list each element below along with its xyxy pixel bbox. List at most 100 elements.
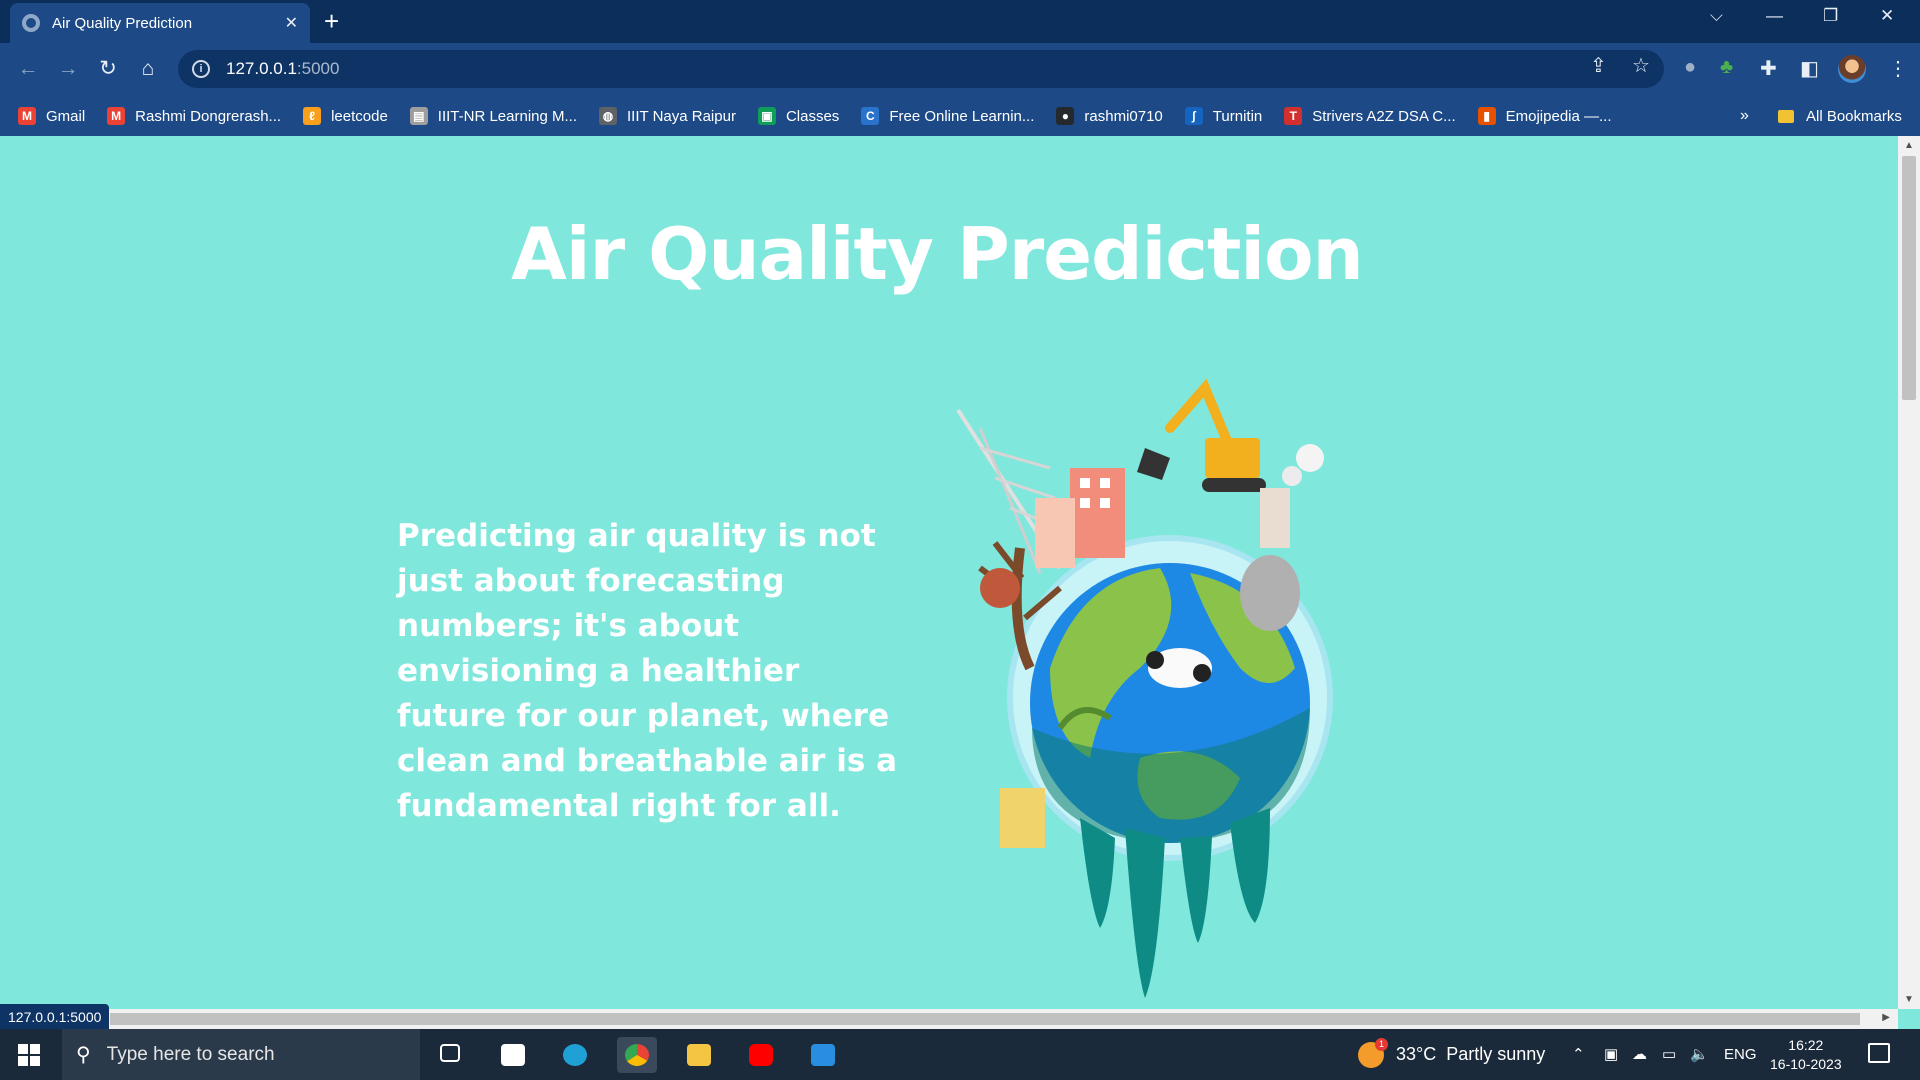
bookmark-label: Classes bbox=[785, 107, 840, 125]
page-content: Air Quality Prediction Predicting air qu… bbox=[0, 136, 1898, 1009]
bookmark-label: Rashmi Dongrerash... bbox=[135, 107, 282, 125]
forward-arrow-icon[interactable]: → bbox=[57, 57, 79, 80]
youtube-icon[interactable] bbox=[741, 1037, 781, 1073]
tagline-text: Predicting air quality is not just about… bbox=[397, 518, 898, 824]
search-placeholder: Type here to search bbox=[106, 1043, 275, 1065]
horizontal-scrollbar[interactable]: ▶ bbox=[0, 1009, 1898, 1029]
bookmark-label: leetcode bbox=[331, 107, 388, 125]
bookmark-item[interactable]: T Strivers A2Z DSA C... bbox=[1284, 107, 1456, 125]
language-indicator[interactable]: ENG bbox=[1724, 1046, 1757, 1063]
url-host: 127.0.0.1 bbox=[226, 59, 297, 78]
bookmark-item[interactable]: ▣ Classes bbox=[757, 107, 840, 125]
windows-taskbar: ⚲ Type here to search 33°C Partly sunny … bbox=[0, 1029, 1920, 1080]
folder-icon bbox=[1778, 109, 1794, 123]
bookmark-item[interactable]: ▤ IIIT-NR Learning M... bbox=[409, 107, 578, 125]
scroll-right-icon[interactable]: ▶ bbox=[1882, 1012, 1890, 1023]
bookmark-item[interactable]: ▮ Emojipedia —... bbox=[1477, 107, 1612, 125]
vscode-icon[interactable] bbox=[803, 1037, 843, 1073]
bookmark-item[interactable]: ʃ Turnitin bbox=[1184, 107, 1263, 125]
url-port: :5000 bbox=[296, 59, 340, 78]
weather-temp: 33°C bbox=[1396, 1044, 1437, 1064]
orangutan-icon bbox=[980, 568, 1020, 608]
classroom-icon: ▣ bbox=[757, 107, 776, 125]
meet-now-icon[interactable]: ▣ bbox=[1604, 1046, 1619, 1063]
tab-air-quality[interactable]: Air Quality Prediction ✕ bbox=[10, 3, 310, 43]
vertical-scroll-thumb[interactable] bbox=[1902, 156, 1916, 400]
tab-search-icon[interactable]: ⌵ bbox=[1710, 6, 1723, 25]
chrome-browser-icon[interactable] bbox=[617, 1037, 657, 1073]
onedrive-icon[interactable]: ☁ bbox=[1632, 1046, 1647, 1063]
menu-kebab-icon[interactable]: ⋮ bbox=[1888, 58, 1908, 80]
all-bookmarks-label: All Bookmarks bbox=[1806, 107, 1902, 125]
home-icon[interactable]: ⌂ bbox=[141, 57, 155, 80]
leetcode-icon: ℓ bbox=[303, 107, 322, 125]
site-info-icon[interactable]: i bbox=[192, 60, 210, 78]
tab-title: Air Quality Prediction bbox=[52, 14, 193, 32]
horizontal-scroll-thumb[interactable] bbox=[110, 1013, 1860, 1025]
edge-browser-icon[interactable] bbox=[555, 1037, 595, 1073]
bookmark-star-icon[interactable]: ☆ bbox=[1632, 55, 1650, 77]
bookmark-label: IIIT-NR Learning M... bbox=[437, 107, 578, 125]
scroll-up-icon[interactable]: ▲ bbox=[1904, 140, 1914, 151]
status-url: 127.0.0.1:5000 bbox=[0, 1004, 110, 1030]
microsoft-store-icon[interactable] bbox=[493, 1037, 533, 1073]
elephant-icon bbox=[1240, 555, 1300, 631]
back-arrow-icon[interactable]: ← bbox=[17, 57, 39, 80]
coursera-icon: C bbox=[861, 107, 880, 125]
bookmark-item[interactable]: ● rashmi0710 bbox=[1056, 107, 1163, 125]
weather-text: Partly sunny bbox=[1446, 1044, 1546, 1064]
share-icon[interactable]: ⇪ bbox=[1590, 55, 1607, 77]
address-bar[interactable]: i 127.0.0.1:5000 bbox=[178, 50, 1664, 88]
browser-toolbar: ← → ↻ ⌂ i 127.0.0.1:5000 ⇪ ☆ ● ♣ ✚ ◧ ⋮ bbox=[0, 43, 1920, 96]
file-explorer-icon[interactable] bbox=[679, 1037, 719, 1073]
side-panel-icon[interactable]: ◧ bbox=[1800, 58, 1819, 80]
reload-icon[interactable]: ↻ bbox=[99, 57, 117, 80]
bookmark-item[interactable]: M Gmail bbox=[18, 107, 85, 125]
search-icon: ⚲ bbox=[76, 1044, 91, 1066]
notifications-icon[interactable] bbox=[1868, 1043, 1890, 1063]
bookmark-label: Gmail bbox=[46, 107, 86, 125]
tuf-icon: T bbox=[1284, 107, 1303, 125]
vertical-scrollbar[interactable]: ▲ ▼ bbox=[1898, 136, 1920, 1009]
windows-start-icon[interactable] bbox=[18, 1044, 40, 1066]
excavator-icon bbox=[1137, 378, 1266, 492]
close-window-button[interactable]: ✕ bbox=[1880, 6, 1895, 25]
scroll-down-icon[interactable]: ▼ bbox=[1904, 994, 1914, 1005]
task-view-icon[interactable] bbox=[430, 1037, 470, 1073]
tab-strip: Air Quality Prediction ✕ + ⌵ — ❐ ✕ bbox=[0, 0, 1920, 43]
clock[interactable]: 16:22 16-10-2023 bbox=[1770, 1036, 1842, 1074]
github-icon: ● bbox=[1056, 107, 1075, 125]
smokestack-icon bbox=[1260, 444, 1324, 548]
weather-icon bbox=[1358, 1037, 1388, 1068]
melting-earth-illustration bbox=[956, 378, 1333, 998]
bookmark-item[interactable]: ℓ leetcode bbox=[303, 107, 388, 125]
bookmarks-bar: M Gmail M Rashmi Dongrerash... ℓ leetcode ▤ III… bbox=[0, 96, 1920, 136]
volume-icon[interactable]: 🔈 bbox=[1690, 1046, 1709, 1063]
bookmark-label: Turnitin bbox=[1212, 107, 1263, 125]
restore-button[interactable]: ❐ bbox=[1823, 6, 1839, 25]
clock-time: 16:22 bbox=[1788, 1037, 1824, 1053]
weather-widget[interactable]: 33°C Partly sunny bbox=[1358, 1029, 1545, 1080]
gmail-icon: M bbox=[18, 107, 36, 125]
bookmark-label: Strivers A2Z DSA C... bbox=[1312, 107, 1456, 125]
all-bookmarks-button[interactable]: All Bookmarks bbox=[1778, 96, 1902, 136]
bookmark-item[interactable]: ◍ IIIT Naya Raipur bbox=[599, 107, 736, 125]
puzzle-extensions-icon[interactable]: ✚ bbox=[1760, 58, 1777, 80]
new-tab-button[interactable]: + bbox=[324, 6, 340, 36]
clock-date: 16-10-2023 bbox=[1770, 1056, 1842, 1072]
taskbar-search-box[interactable]: ⚲ Type here to search bbox=[62, 1029, 420, 1080]
profile-avatar[interactable] bbox=[1838, 55, 1866, 83]
minimize-button[interactable]: — bbox=[1766, 6, 1783, 25]
bookmark-label: Emojipedia —... bbox=[1505, 107, 1612, 125]
bookmark-item[interactable]: C Free Online Learnin... bbox=[861, 107, 1034, 125]
globe-icon: ◍ bbox=[599, 107, 618, 125]
battery-icon[interactable]: ▭ bbox=[1662, 1046, 1677, 1063]
chevron-up-icon[interactable]: ⌃ bbox=[1572, 1046, 1585, 1063]
tree-extension-icon[interactable]: ♣ bbox=[1720, 56, 1734, 78]
bookmark-item[interactable]: M Rashmi Dongrerash... bbox=[107, 107, 281, 125]
emojipedia-icon: ▮ bbox=[1477, 107, 1496, 125]
buildings-icon bbox=[1000, 468, 1125, 848]
extension-icon[interactable]: ● bbox=[1684, 56, 1697, 78]
bookmarks-overflow-icon[interactable]: » bbox=[1740, 107, 1749, 124]
close-tab-icon[interactable]: ✕ bbox=[284, 15, 298, 32]
